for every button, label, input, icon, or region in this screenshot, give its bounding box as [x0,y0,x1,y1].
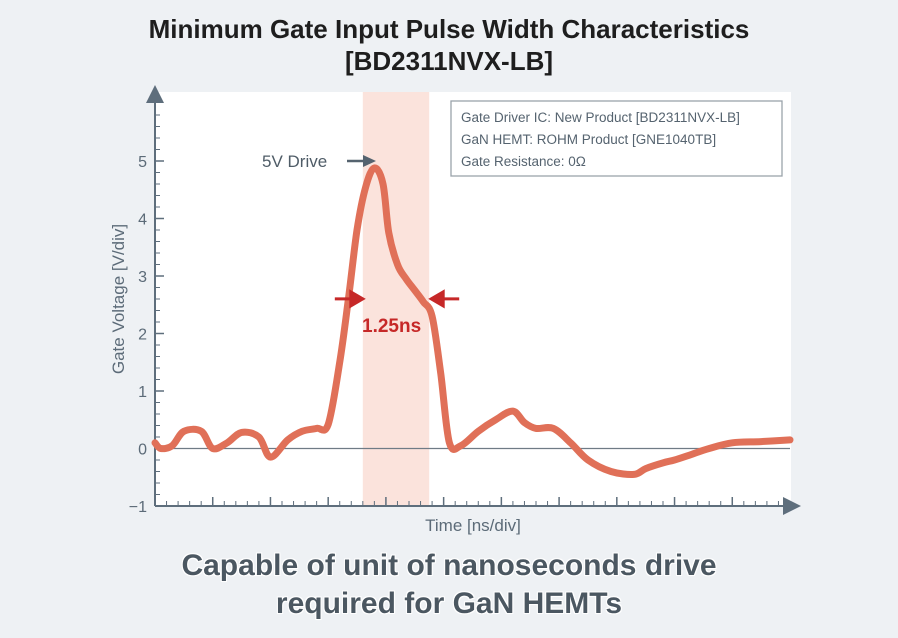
y-tick-label: 2 [138,327,147,344]
y-tick-label: 5 [138,154,147,171]
y-tick-label: 0 [138,442,147,459]
y-tick-label: −1 [129,499,147,516]
series-line-gate-voltage [151,164,794,479]
y-axis-label: Gate Voltage [V/div] [109,224,128,374]
width-arrow-right [428,289,460,309]
info-line-driver: Gate Driver IC: New Product [BD2311NVX-L… [461,110,740,125]
pulse-width-label: 1.25ns [362,316,421,337]
peak-arrow-head [363,155,376,167]
caption-line1: Capable of unit of nanoseconds drive [181,549,717,582]
y-tick-label: 3 [138,269,147,286]
peak-label: 5V Drive [262,152,327,171]
info-line-hemt: GaN HEMT: ROHM Product [GNE1040TB] [461,132,716,147]
x-axis-label: Time [ns/div] [425,516,521,535]
info-box: Gate Driver IC: New Product [BD2311NVX-L… [450,100,783,177]
chart-title-line2: [BD2311NVX-LB] [344,46,554,76]
info-line-resistance: Gate Resistance: 0Ω [461,154,586,169]
pulse-width-arrows [334,289,460,309]
chart-title-line1: Minimum Gate Input Pulse Width Character… [148,14,750,44]
width-arrow-left [334,289,366,309]
y-tick-label: 4 [138,212,147,229]
y-tick-label: 1 [138,384,147,401]
caption-line2: required for GaN HEMTs [275,587,623,620]
